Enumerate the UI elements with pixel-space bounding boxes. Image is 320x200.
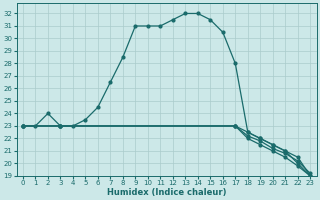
X-axis label: Humidex (Indice chaleur): Humidex (Indice chaleur)	[107, 188, 226, 197]
